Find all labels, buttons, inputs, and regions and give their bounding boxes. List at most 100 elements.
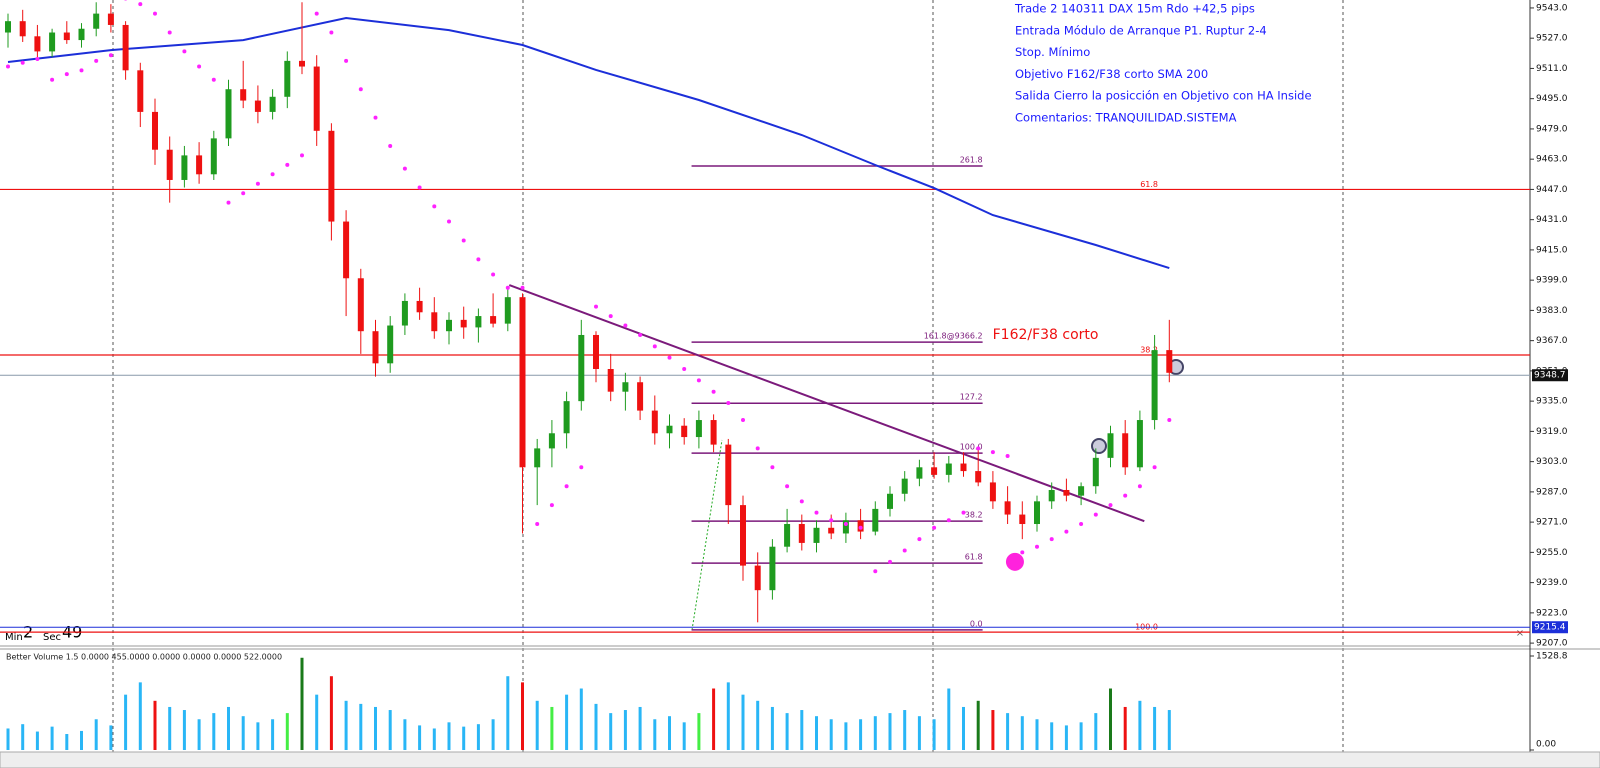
y-tick-label: 9319.0: [1536, 427, 1568, 437]
fib-label: 0.0: [970, 619, 983, 628]
sar-dot: [1005, 453, 1010, 458]
volume-bar: [638, 706, 642, 750]
y-tick-label: 9431.0: [1536, 215, 1568, 225]
volume-bar: [1109, 688, 1112, 750]
y-tick-label: 9495.0: [1536, 94, 1568, 104]
candle-body: [1122, 433, 1129, 468]
candle-body: [357, 278, 364, 332]
level-label: 38.2: [1140, 346, 1158, 355]
candle-body: [695, 420, 702, 438]
volume-bar: [873, 716, 877, 750]
candle-body: [622, 382, 629, 392]
sar-dot: [270, 172, 275, 177]
candle-body: [666, 425, 673, 434]
sar-dot: [843, 522, 848, 527]
sar-dot: [917, 537, 922, 542]
candle-body: [166, 149, 173, 180]
candle-body: [813, 527, 820, 543]
candle-body: [593, 334, 599, 370]
volume-bar: [1167, 710, 1171, 750]
candle-body: [548, 433, 555, 449]
sar-dot: [711, 389, 716, 394]
candle-body: [181, 155, 188, 180]
close-mark: ×: [1516, 628, 1524, 639]
sar-dot: [182, 49, 187, 54]
sar-dot: [6, 64, 10, 69]
volume-bar: [241, 716, 245, 750]
candle-body: [740, 505, 746, 566]
volume-bar: [962, 706, 965, 750]
fib-label: 38.2: [965, 511, 983, 520]
candle-body: [945, 463, 952, 475]
candle-body: [901, 478, 908, 494]
y-tick-label: 9383.0: [1536, 306, 1568, 316]
sar-dot: [829, 518, 834, 523]
sar-dot: [594, 304, 598, 309]
candle-body: [475, 316, 482, 328]
price-marker-label: 9348.7: [1534, 371, 1566, 381]
connector: [691, 439, 723, 631]
volume-bar: [153, 700, 157, 750]
volume-bar: [682, 722, 686, 750]
sar-dot: [902, 548, 907, 553]
candle-body: [1063, 489, 1070, 496]
candle-body: [387, 325, 394, 364]
sar-dot: [153, 11, 157, 16]
volume-bar: [80, 730, 83, 750]
gear-icon: [1091, 359, 1184, 454]
sar-dot: [888, 559, 892, 564]
volume-bar: [991, 710, 995, 750]
volume-bar: [212, 713, 216, 750]
candle-body: [49, 32, 56, 52]
volume-bar: [271, 719, 275, 750]
sar-dot: [564, 484, 569, 489]
volume-bar: [6, 728, 10, 750]
candle-body: [19, 21, 26, 37]
volume-bar: [668, 716, 671, 750]
volume-bar: [932, 719, 936, 750]
y-tick-label: 9239.0: [1536, 578, 1568, 588]
candle-body: [210, 138, 217, 175]
volume-bar: [1050, 722, 1054, 750]
price-marker-bg: [1532, 621, 1568, 634]
candle-body: [651, 410, 658, 434]
sar-dot: [1152, 465, 1157, 470]
y-tick-label: 9399.0: [1536, 276, 1568, 286]
volume-bar: [506, 676, 510, 750]
sar-dot: [197, 64, 202, 69]
candle-body: [78, 28, 85, 41]
y-tick-label: 9335.0: [1536, 397, 1568, 407]
candle-body: [784, 524, 791, 547]
volume-bar: [138, 682, 142, 750]
candle-body: [5, 21, 11, 33]
candle-body: [416, 300, 423, 313]
volume-bar: [256, 722, 260, 750]
sar-dot: [726, 401, 731, 406]
volume-bar: [609, 713, 613, 750]
sar-dot: [314, 11, 319, 16]
signal-dot: [1005, 552, 1024, 571]
sar-dot: [976, 446, 981, 451]
y-tick-label: 9255.0: [1536, 548, 1568, 558]
note: Objetivo F162/F38 corto SMA 200: [1015, 67, 1208, 81]
y-tick-label: 9463.0: [1536, 155, 1568, 165]
volume-bar: [432, 728, 436, 750]
y-tick-label: 9207.0: [1536, 639, 1568, 649]
volume-bar: [594, 703, 598, 750]
candle-body: [887, 493, 893, 509]
volume-bar: [976, 700, 980, 750]
sar-dot: [388, 143, 393, 148]
sar-dot: [667, 355, 672, 360]
candle-body: [372, 331, 379, 364]
sar-dot: [300, 153, 304, 158]
candle-body: [931, 467, 938, 475]
sar-dot: [329, 30, 334, 35]
note: Stop. Mínimo: [1015, 45, 1090, 59]
sar-dot: [1035, 544, 1039, 549]
candle-body: [637, 382, 644, 411]
candle-body: [563, 401, 570, 434]
sar-dot: [932, 525, 937, 530]
candle-body: [725, 444, 732, 506]
